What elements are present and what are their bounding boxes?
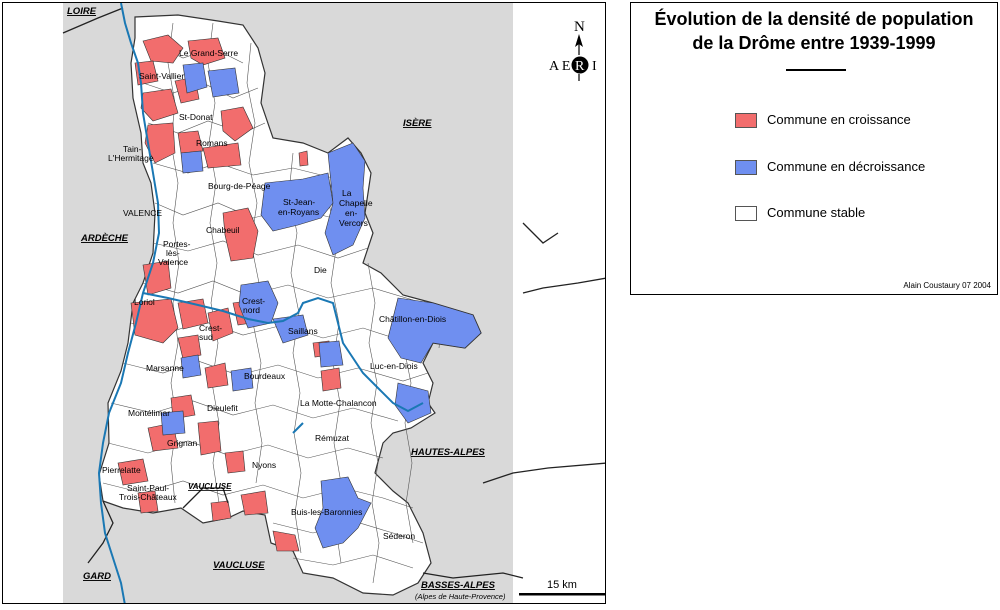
place-buis: Buis-les-Baronnies bbox=[291, 507, 362, 517]
place-labels: Le Grand-Serre Saint-Vallier St-Donat Ta… bbox=[102, 48, 446, 541]
credit-text: Alain Coustaury 07 2004 bbox=[903, 281, 991, 290]
place-grignan: Grignan bbox=[167, 438, 198, 448]
place-portes-3: Valence bbox=[158, 257, 188, 267]
north-arrow-icon bbox=[575, 34, 583, 47]
region-basses-alpes-sub: (Alpes de Haute-Provence) bbox=[415, 592, 506, 601]
place-portes-2: lès- bbox=[166, 248, 180, 258]
place-portes-1: Portes- bbox=[163, 239, 191, 249]
rivers bbox=[97, 3, 424, 603]
place-dieulefit: Dieulefit bbox=[207, 403, 238, 413]
logo-left: A E bbox=[549, 59, 570, 74]
place-chapelle-2: Chapelle bbox=[339, 198, 373, 208]
map-panel: LOIRE ISÈRE ARDÈCHE HAUTES-ALPES VAUCLUS… bbox=[2, 2, 606, 604]
scale-line bbox=[519, 593, 605, 596]
place-chapelle-1: La bbox=[342, 188, 352, 198]
legend-divider bbox=[786, 69, 846, 71]
place-luc-en-diois: Luc-en-Diois bbox=[370, 361, 418, 371]
place-chabeuil: Chabeuil bbox=[206, 225, 240, 235]
place-die: Die bbox=[314, 265, 327, 275]
region-loire: LOIRE bbox=[67, 6, 97, 17]
scale-label: 15 km bbox=[547, 579, 577, 591]
drome-map: LOIRE ISÈRE ARDÈCHE HAUTES-ALPES VAUCLUS… bbox=[3, 3, 605, 603]
region-vaucluse-south: VAUCLUSE bbox=[213, 560, 265, 571]
decline-communes bbox=[160, 62, 482, 549]
place-remuzat: Rémuzat bbox=[315, 433, 350, 443]
place-chapelle-4: Vercors bbox=[339, 218, 368, 228]
swatch-stable bbox=[735, 206, 757, 221]
place-tain-2: L'Hermitage bbox=[108, 153, 154, 163]
place-st-paul-1: Saint-Paul- bbox=[127, 483, 169, 493]
place-pierrelatte: Pierrelatte bbox=[102, 465, 141, 475]
place-st-donat: St-Donat bbox=[179, 112, 213, 122]
place-bourg-de-peage: Bourg-de-Péage bbox=[208, 181, 271, 191]
place-crest-nord-1: Crest- bbox=[242, 296, 265, 306]
region-vaucluse-enclave: VAUCLUSE bbox=[188, 482, 232, 491]
swatch-decline bbox=[735, 160, 757, 175]
legend-title-line2: de la Drôme entre 1939-1999 bbox=[692, 33, 936, 53]
place-crest-nord-2: nord bbox=[243, 305, 260, 315]
region-isere: ISÈRE bbox=[403, 118, 432, 129]
place-le-grand-serre: Le Grand-Serre bbox=[179, 48, 238, 58]
swatch-growth bbox=[735, 113, 757, 128]
legend-title-line1: Évolution de la densité de population bbox=[654, 9, 974, 29]
legend-label-stable: Commune stable bbox=[767, 205, 866, 220]
north-letter: N bbox=[574, 19, 585, 35]
region-ardeche: ARDÈCHE bbox=[80, 233, 129, 244]
place-crest-sud-2: sud bbox=[199, 332, 213, 342]
place-montelimar: Montélimar bbox=[128, 408, 170, 418]
north-arrow: N A E R I bbox=[549, 19, 597, 81]
department-borders bbox=[62, 7, 605, 579]
place-st-jean-2: en-Royans bbox=[278, 207, 319, 217]
place-valence: VALENCE bbox=[123, 208, 162, 218]
logo-circle-icon bbox=[571, 56, 589, 74]
place-nyons: Nyons bbox=[252, 460, 276, 470]
logo-right: I bbox=[592, 59, 597, 74]
place-chatillon: Châtillon-en-Diois bbox=[379, 314, 446, 324]
region-gard: GARD bbox=[83, 571, 111, 582]
place-tain-1: Tain- bbox=[123, 144, 142, 154]
place-saillans: Saillans bbox=[288, 326, 318, 336]
drome-river bbox=[142, 292, 424, 413]
place-sederon: Séderon bbox=[383, 531, 415, 541]
place-st-paul-2: Trois-Châteaux bbox=[119, 492, 178, 502]
place-romans: Romans bbox=[196, 138, 228, 148]
right-margin bbox=[513, 3, 605, 603]
place-la-motte: La Motte-Chalancon bbox=[300, 398, 377, 408]
place-chapelle-3: en- bbox=[345, 208, 357, 218]
scale-bar: 15 km bbox=[519, 579, 605, 596]
legend-label-decline: Commune en décroissance bbox=[767, 159, 926, 174]
legend-title: Évolution de la densité de population de… bbox=[631, 7, 997, 55]
place-saint-vallier: Saint-Vallier bbox=[139, 71, 184, 81]
logo-mid: R bbox=[575, 59, 585, 74]
place-crest-sud-1: Crest- bbox=[199, 323, 222, 333]
region-labels: LOIRE ISÈRE ARDÈCHE HAUTES-ALPES VAUCLUS… bbox=[67, 6, 506, 601]
region-hautes-alpes: HAUTES-ALPES bbox=[411, 447, 486, 458]
legend-panel: Évolution de la densité de population de… bbox=[630, 2, 998, 295]
place-marsanne: Marsanne bbox=[146, 363, 184, 373]
place-loriol: Loriol bbox=[134, 297, 155, 307]
place-st-jean-1: St-Jean- bbox=[283, 197, 315, 207]
place-bourdeaux: Bourdeaux bbox=[244, 371, 286, 381]
region-basses-alpes: BASSES-ALPES bbox=[421, 580, 496, 591]
legend-label-growth: Commune en croissance bbox=[767, 112, 911, 127]
left-margin bbox=[3, 3, 63, 603]
